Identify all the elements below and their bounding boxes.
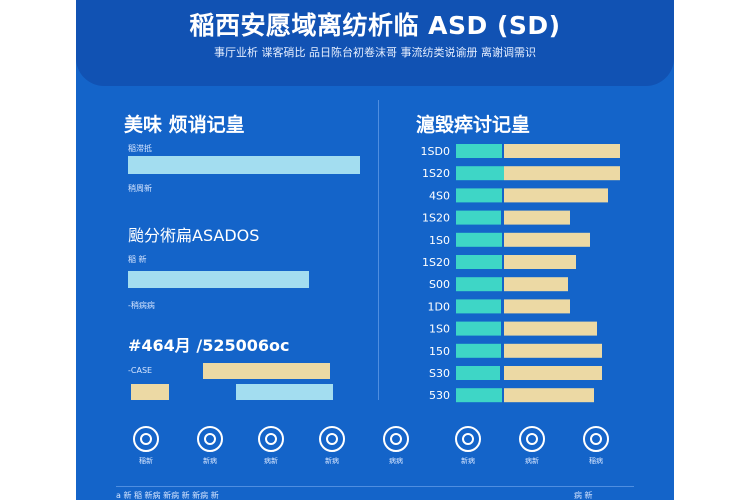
bar-series-2 <box>504 144 620 158</box>
panel-divider <box>378 100 379 400</box>
right-section-title: 滬毀瘁讨记皇 <box>416 114 531 136</box>
left-label: 稍周新 <box>128 184 152 193</box>
left-label: 稲 新 <box>128 255 147 264</box>
bar-series-2 <box>504 166 620 181</box>
target-icon-item: 病病 <box>376 426 416 466</box>
bar-series-2 <box>504 277 568 292</box>
bar-series-1 <box>456 277 502 292</box>
category-tick-label: 1SD0 <box>421 145 450 158</box>
icon-row: 稲新 新病 病新 新病 病病 新病 病新 稲病 <box>76 426 674 476</box>
bar-series-1 <box>456 144 502 158</box>
bar-series-2 <box>504 321 597 336</box>
bar-series-1 <box>456 210 501 225</box>
bar-series-2 <box>504 188 608 203</box>
bar-series-1 <box>456 166 504 181</box>
icon-label: 病病 <box>389 457 403 465</box>
bar-series-2 <box>504 388 594 403</box>
page-subtitle: 事厅业析 谍客硝比 品日陈台初卷沫哥 事流纺类说谕册 离谢调需识 <box>214 46 536 59</box>
bar-series-1 <box>456 232 502 247</box>
icon-label: 新病 <box>203 457 217 465</box>
target-icon-item: 病新 <box>512 426 552 466</box>
page-title: 稲西安愿域离纺析临 ASD (SD) <box>189 11 561 40</box>
icon-label: 新病 <box>325 457 339 465</box>
icon-label: 病新 <box>525 457 539 465</box>
bar-series-2 <box>504 299 570 314</box>
category-tick-label: 1S20 <box>422 167 450 180</box>
bar-series-1 <box>456 343 501 358</box>
target-icon-item: 稲新 <box>126 426 166 466</box>
left-label: -稍病病 <box>128 301 155 310</box>
target-icon <box>455 426 481 452</box>
target-icon <box>133 426 159 452</box>
bar-series-2 <box>504 343 602 358</box>
left-section-title: 美味 烦诮记皇 <box>124 114 245 136</box>
target-icon <box>258 426 284 452</box>
target-icon <box>319 426 345 452</box>
left-bar <box>203 363 330 379</box>
target-icon <box>519 426 545 452</box>
bar-series-1 <box>456 388 502 403</box>
target-icon <box>383 426 409 452</box>
left-label: 稲滞抵 <box>128 144 152 153</box>
category-tick-label: 1S0 <box>429 234 450 247</box>
target-icon-item: 新病 <box>312 426 352 466</box>
footer-text-right: 病 新 <box>574 491 593 500</box>
icon-label: 病新 <box>264 457 278 465</box>
icon-label: 稲病 <box>589 457 603 465</box>
target-icon-item: 新病 <box>190 426 230 466</box>
bar-series-1 <box>456 255 502 269</box>
target-icon-item: 病新 <box>251 426 291 466</box>
bar-series-2 <box>504 255 576 269</box>
left-bar <box>131 384 169 400</box>
icon-label: 稲新 <box>139 457 153 465</box>
bar-series-1 <box>456 299 501 314</box>
left-label: #464月 /525006oc <box>128 336 290 355</box>
bar-chart: 1SD0 1S20 4S0 1S20 1S0 1S20 S00 1D0 1S0 150 S30 530 <box>421 144 620 403</box>
category-tick-label: 1S0 <box>429 323 450 336</box>
icon-label: 新病 <box>461 457 475 465</box>
category-tick-label: 1S20 <box>422 212 450 225</box>
bar-series-2 <box>504 232 590 247</box>
header-banner: 稲西安愿域离纺析临 ASD (SD) 事厅业析 谍客硝比 品日陈台初卷沫哥 事流… <box>76 0 674 86</box>
left-bar <box>128 271 309 288</box>
footer-divider <box>116 486 634 487</box>
footer-text-left: a 新 稲 新病 新病 新 新病 新 <box>116 491 219 500</box>
category-tick-label: 4S0 <box>429 189 450 202</box>
bar-series-1 <box>456 321 501 336</box>
bar-series-1 <box>456 366 500 380</box>
bar-series-2 <box>504 210 570 225</box>
category-tick-label: S30 <box>429 367 450 380</box>
category-tick-label: 150 <box>429 345 450 358</box>
category-tick-label: 1D0 <box>428 300 450 313</box>
target-icon-item: 稲病 <box>576 426 616 466</box>
category-tick-label: 1S20 <box>422 256 450 269</box>
target-icon <box>197 426 223 452</box>
left-label: 颱分術扁ASADOS <box>128 226 260 245</box>
target-icon-item: 新病 <box>448 426 488 466</box>
bar-series-1 <box>456 188 502 203</box>
target-icon <box>583 426 609 452</box>
bar-series-2 <box>504 366 602 380</box>
left-bar <box>128 156 360 174</box>
category-tick-label: 530 <box>429 389 450 402</box>
left-label: -CASE <box>128 366 153 375</box>
category-tick-label: S00 <box>429 278 450 291</box>
infographic-frame: 稲西安愿域离纺析临 ASD (SD) 事厅业析 谍客硝比 品日陈台初卷沫哥 事流… <box>76 0 674 500</box>
left-bar <box>236 384 333 400</box>
